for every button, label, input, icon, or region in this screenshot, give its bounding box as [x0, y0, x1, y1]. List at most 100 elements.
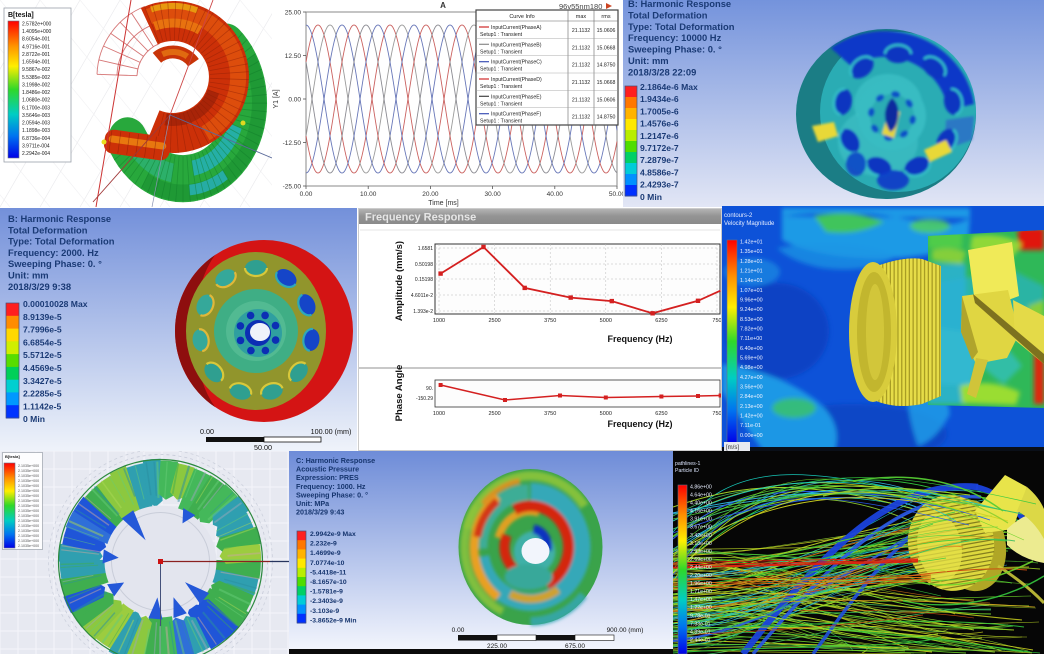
svg-text:0.00010028 Max: 0.00010028 Max — [23, 299, 88, 309]
svg-text:2.1035e+000: 2.1035e+000 — [18, 524, 39, 528]
svg-text:Particle ID: Particle ID — [675, 468, 699, 474]
svg-text:contours-2: contours-2 — [724, 213, 753, 219]
svg-text:Sweeping Phase: 0. °: Sweeping Phase: 0. ° — [296, 490, 368, 499]
svg-text:-8.1657e-10: -8.1657e-10 — [310, 579, 347, 586]
svg-text:21.1132: 21.1132 — [572, 45, 590, 51]
svg-text:3750: 3750 — [544, 411, 556, 417]
svg-text:1.4576e-6: 1.4576e-6 — [640, 119, 679, 129]
svg-text:Total Deformation: Total Deformation — [628, 9, 708, 20]
svg-text:Sweeping Phase: 0. °: Sweeping Phase: 0. ° — [628, 44, 722, 55]
svg-text:9.24e+00: 9.24e+00 — [740, 307, 763, 313]
svg-text:5.69e+00: 5.69e+00 — [740, 356, 763, 362]
svg-text:6.40e+00: 6.40e+00 — [740, 346, 763, 352]
svg-text:2.1035e+000: 2.1035e+000 — [18, 539, 39, 543]
svg-text:InputCurrent(PhaseC): InputCurrent(PhaseC) — [491, 60, 542, 66]
svg-text:1000: 1000 — [433, 411, 445, 417]
svg-text:750: 750 — [712, 318, 721, 324]
svg-text:InputCurrent(PhaseE): InputCurrent(PhaseE) — [491, 94, 542, 100]
svg-text:4.89e-01: 4.89e-01 — [690, 629, 711, 635]
svg-text:[m/s]: [m/s] — [726, 445, 739, 451]
svg-text:1000: 1000 — [433, 318, 445, 324]
svg-text:2.1035e+000: 2.1035e+000 — [18, 469, 39, 473]
svg-text:9.96e+00: 9.96e+00 — [740, 298, 763, 304]
svg-text:2.5782e+000: 2.5782e+000 — [22, 22, 52, 28]
svg-text:Setup1 : Transient: Setup1 : Transient — [480, 32, 523, 38]
svg-text:rms: rms — [601, 14, 610, 20]
svg-text:Setup1 : Transient: Setup1 : Transient — [480, 119, 523, 125]
svg-text:1.35e+01: 1.35e+01 — [740, 249, 763, 255]
svg-text:4.16e+00: 4.16e+00 — [690, 509, 712, 515]
svg-text:InputCurrent(PhaseD): InputCurrent(PhaseD) — [491, 77, 542, 83]
svg-text:2.1035e+000: 2.1035e+000 — [18, 504, 39, 508]
svg-text:2500: 2500 — [488, 411, 500, 417]
svg-text:Unit: MPa: Unit: MPa — [296, 499, 330, 508]
svg-text:0.15198: 0.15198 — [415, 277, 433, 283]
svg-text:3.1998e-002: 3.1998e-002 — [22, 82, 50, 88]
svg-text:Frequency (Hz): Frequency (Hz) — [607, 419, 672, 429]
svg-text:Frequency: 2000. Hz: Frequency: 2000. Hz — [8, 247, 99, 258]
svg-text:2.2285e-5: 2.2285e-5 — [23, 389, 62, 399]
svg-text:2.1035e+000: 2.1035e+000 — [18, 509, 39, 513]
svg-text:3.67e+00: 3.67e+00 — [690, 525, 712, 531]
svg-text:7.82e+00: 7.82e+00 — [740, 327, 763, 333]
svg-text:-2.3403e-9: -2.3403e-9 — [310, 598, 343, 605]
svg-text:2.1035e+000: 2.1035e+000 — [18, 529, 39, 533]
svg-text:1.14e+01: 1.14e+01 — [740, 278, 763, 284]
svg-text:Y1 [A]: Y1 [A] — [273, 89, 280, 108]
svg-text:Frequency (Hz): Frequency (Hz) — [607, 334, 672, 344]
svg-text:21.1132: 21.1132 — [572, 28, 590, 34]
svg-text:7.11e-01: 7.11e-01 — [740, 423, 761, 429]
svg-text:15.0668: 15.0668 — [597, 80, 616, 86]
svg-text:Total Deformation: Total Deformation — [8, 224, 88, 235]
svg-text:21.1132: 21.1132 — [572, 115, 590, 121]
svg-text:2.69e+00: 2.69e+00 — [690, 557, 712, 563]
svg-text:100.00 (mm): 100.00 (mm) — [311, 427, 352, 436]
svg-text:2.44e+00: 2.44e+00 — [690, 565, 712, 571]
svg-text:2.44e-01: 2.44e-01 — [690, 637, 711, 643]
svg-text:1.6581: 1.6581 — [418, 246, 434, 252]
svg-text:1.96e+00: 1.96e+00 — [690, 581, 712, 587]
svg-text:9.5867e-002: 9.5867e-002 — [22, 67, 50, 73]
svg-text:6.1700e-003: 6.1700e-003 — [22, 105, 50, 111]
svg-text:1.1898e-003: 1.1898e-003 — [22, 128, 50, 134]
svg-text:Frequency: 10000 Hz: Frequency: 10000 Hz — [628, 32, 722, 43]
svg-text:50.00: 50.00 — [609, 191, 623, 198]
svg-text:2.1035e+000: 2.1035e+000 — [18, 474, 39, 478]
svg-text:225.00: 225.00 — [487, 643, 507, 650]
svg-text:-1.5781e-9: -1.5781e-9 — [310, 589, 343, 596]
svg-text:0.00e+00: 0.00e+00 — [740, 433, 763, 439]
svg-text:2.0594e-003: 2.0594e-003 — [22, 121, 50, 127]
svg-text:3.56e+00: 3.56e+00 — [740, 385, 763, 391]
svg-text:Setup1 : Transient: Setup1 : Transient — [480, 49, 523, 55]
svg-text:14.8750: 14.8750 — [597, 115, 616, 121]
svg-text:5000: 5000 — [600, 318, 612, 324]
svg-text:10.00: 10.00 — [360, 191, 377, 198]
svg-text:2.1035e+000: 2.1035e+000 — [18, 514, 39, 518]
svg-text:90.: 90. — [426, 386, 433, 392]
svg-text:1.6594e-001: 1.6594e-001 — [22, 60, 50, 66]
svg-text:Velocity Magnitude: Velocity Magnitude — [724, 221, 775, 227]
svg-text:12.50: 12.50 — [285, 53, 302, 60]
svg-text:2.20e+00: 2.20e+00 — [690, 573, 712, 579]
svg-text:2.232e-9: 2.232e-9 — [310, 541, 337, 548]
svg-text:7.11e+00: 7.11e+00 — [740, 336, 762, 342]
svg-text:7.33e-01: 7.33e-01 — [690, 621, 711, 627]
svg-text:50.00: 50.00 — [254, 443, 272, 451]
svg-text:-3.8652e-9 Min: -3.8652e-9 Min — [310, 617, 356, 624]
svg-text:15.0668: 15.0668 — [597, 45, 616, 51]
svg-text:Setup1 : Transient: Setup1 : Transient — [480, 101, 523, 107]
svg-text:5.5385e-002: 5.5385e-002 — [22, 75, 50, 81]
svg-text:1.28e+01: 1.28e+01 — [740, 259, 763, 265]
svg-text:7.0774e-10: 7.0774e-10 — [310, 560, 345, 567]
svg-text:Curve Info: Curve Info — [509, 14, 534, 20]
svg-text:-25.00: -25.00 — [283, 184, 302, 191]
svg-text:-5.4418e-11: -5.4418e-11 — [310, 569, 347, 576]
svg-text:2.93e+00: 2.93e+00 — [690, 549, 712, 555]
svg-text:1.47e+00: 1.47e+00 — [690, 597, 712, 603]
svg-text:Frequency Response: Frequency Response — [365, 212, 476, 224]
svg-text:A: A — [440, 1, 446, 10]
svg-text:2.1035e+000: 2.1035e+000 — [18, 499, 39, 503]
svg-text:96v55nm180: 96v55nm180 — [559, 2, 602, 11]
svg-text:1.42e+01: 1.42e+01 — [740, 240, 763, 246]
svg-text:3.42e+00: 3.42e+00 — [690, 533, 712, 539]
